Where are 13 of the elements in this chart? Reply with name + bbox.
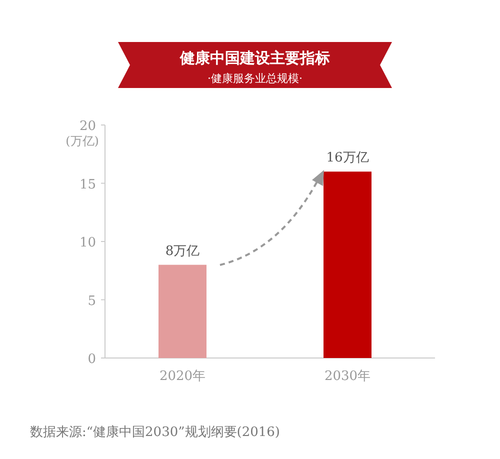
data-label: 8万亿: [165, 244, 200, 259]
source-note: 数据来源:“健康中国2030”规划纲要(2016): [30, 425, 280, 440]
y-tick-label: 20: [79, 119, 96, 134]
y-axis-title: (万亿): [66, 134, 99, 148]
chart-title: 健康中国建设主要指标: [179, 49, 330, 67]
y-tick-label: 15: [79, 177, 96, 192]
y-tick-label: 5: [88, 294, 96, 309]
y-tick-label: 0: [88, 352, 96, 367]
x-tick-label: 2020年: [159, 369, 206, 384]
x-tick-label: 2030年: [324, 369, 371, 384]
data-label: 16万亿: [326, 150, 369, 166]
y-tick-label: 10: [79, 236, 96, 250]
chart-subtitle: ·健康服务业总规模·: [208, 72, 302, 85]
